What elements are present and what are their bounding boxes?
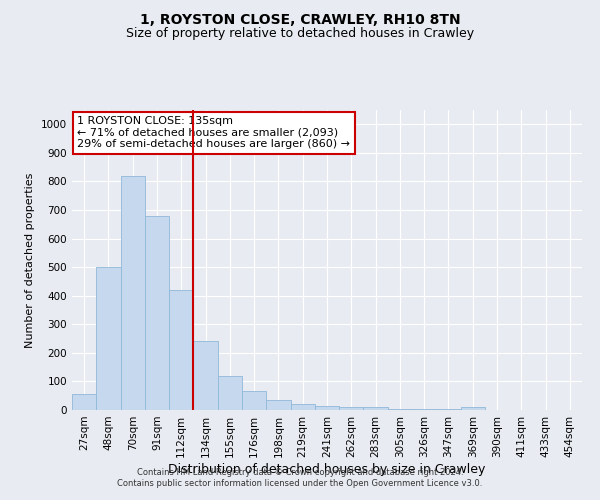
Text: Size of property relative to detached houses in Crawley: Size of property relative to detached ho… xyxy=(126,28,474,40)
Bar xyxy=(193,342,218,410)
Bar xyxy=(412,408,436,410)
Y-axis label: Number of detached properties: Number of detached properties xyxy=(25,172,35,348)
Text: 1, ROYSTON CLOSE, CRAWLEY, RH10 8TN: 1, ROYSTON CLOSE, CRAWLEY, RH10 8TN xyxy=(140,12,460,26)
Bar xyxy=(315,406,339,410)
Bar xyxy=(145,216,169,410)
X-axis label: Distribution of detached houses by size in Crawley: Distribution of detached houses by size … xyxy=(169,462,485,475)
Bar xyxy=(96,267,121,410)
Bar xyxy=(388,408,412,410)
Bar xyxy=(290,404,315,410)
Bar xyxy=(364,407,388,410)
Bar xyxy=(461,407,485,410)
Bar xyxy=(218,376,242,410)
Bar xyxy=(242,392,266,410)
Text: Contains HM Land Registry data © Crown copyright and database right 2024.
Contai: Contains HM Land Registry data © Crown c… xyxy=(118,468,482,487)
Bar xyxy=(266,400,290,410)
Bar xyxy=(169,290,193,410)
Bar xyxy=(121,176,145,410)
Bar xyxy=(339,407,364,410)
Bar xyxy=(436,408,461,410)
Bar xyxy=(72,394,96,410)
Text: 1 ROYSTON CLOSE: 135sqm
← 71% of detached houses are smaller (2,093)
29% of semi: 1 ROYSTON CLOSE: 135sqm ← 71% of detache… xyxy=(77,116,350,149)
